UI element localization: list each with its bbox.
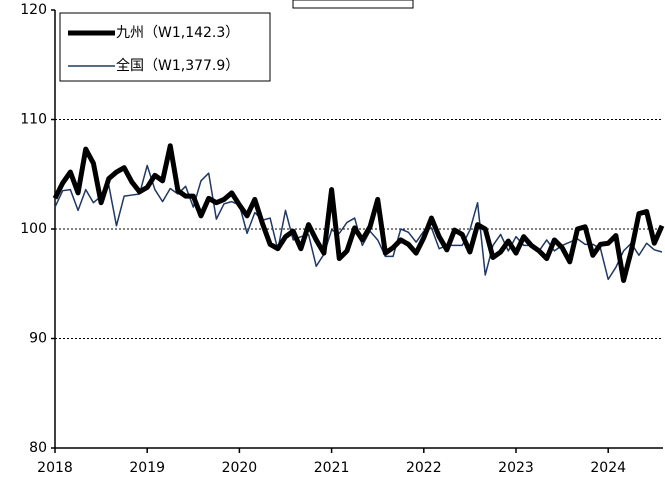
x-tick-label: 2021 — [314, 460, 350, 476]
y-tick-label: 110 — [20, 112, 47, 128]
frame-box — [292, 0, 414, 9]
x-tick-label: 2018 — [37, 460, 73, 476]
x-tick-label: 2023 — [498, 460, 534, 476]
x-tick-label: 2024 — [590, 460, 626, 476]
legend-box — [59, 12, 271, 82]
x-tick-label: 2019 — [129, 460, 165, 476]
x-tick-label: 2022 — [406, 460, 442, 476]
y-tick-label: 120 — [20, 2, 47, 18]
x-tick-label: 2020 — [222, 460, 258, 476]
y-tick-label: 90 — [29, 331, 47, 347]
series-line — [52, 143, 665, 283]
legend-label: 九州（W1,142.3） — [116, 25, 239, 41]
y-tick-label: 100 — [20, 221, 47, 237]
legend-label: 全国（W1,377.9） — [116, 57, 239, 74]
y-tick-label: 80 — [29, 440, 47, 456]
